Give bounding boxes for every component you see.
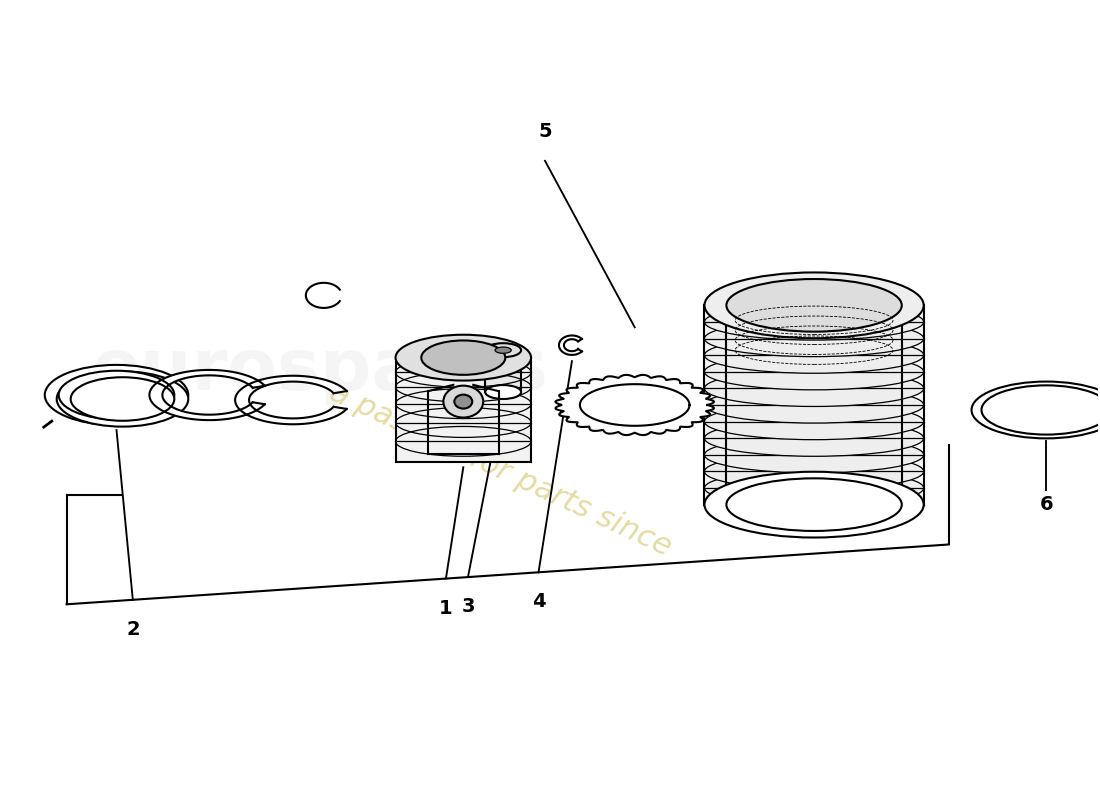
Ellipse shape (704, 304, 924, 340)
Polygon shape (580, 384, 690, 426)
Ellipse shape (971, 382, 1100, 438)
Ellipse shape (485, 343, 521, 357)
Text: 2: 2 (126, 620, 140, 638)
Polygon shape (556, 375, 714, 435)
Text: 1: 1 (439, 598, 453, 618)
Ellipse shape (70, 378, 174, 421)
Text: 6: 6 (1040, 494, 1053, 514)
Ellipse shape (704, 287, 924, 323)
Polygon shape (704, 355, 924, 372)
Ellipse shape (704, 470, 924, 506)
Text: a passion for parts since: a passion for parts since (324, 378, 675, 562)
Polygon shape (704, 422, 924, 438)
Ellipse shape (704, 420, 924, 456)
Ellipse shape (421, 341, 505, 375)
Polygon shape (704, 338, 924, 355)
Polygon shape (704, 471, 924, 488)
Polygon shape (704, 438, 924, 455)
Ellipse shape (704, 454, 924, 490)
Ellipse shape (58, 370, 174, 419)
Polygon shape (704, 488, 924, 505)
Ellipse shape (704, 273, 924, 338)
Text: eurospares: eurospares (92, 336, 549, 405)
Ellipse shape (704, 472, 924, 538)
Polygon shape (704, 388, 924, 405)
Text: 5: 5 (538, 122, 552, 141)
Ellipse shape (981, 386, 1100, 434)
Ellipse shape (704, 387, 924, 423)
Polygon shape (396, 358, 531, 462)
Ellipse shape (57, 371, 188, 426)
Ellipse shape (443, 386, 483, 418)
Ellipse shape (704, 337, 924, 374)
Ellipse shape (485, 385, 521, 399)
Polygon shape (704, 372, 924, 388)
Ellipse shape (704, 437, 924, 473)
Polygon shape (485, 350, 521, 392)
Polygon shape (704, 455, 924, 471)
Ellipse shape (396, 334, 531, 381)
Ellipse shape (45, 365, 188, 425)
Ellipse shape (704, 321, 924, 357)
Ellipse shape (704, 354, 924, 390)
Ellipse shape (454, 394, 472, 409)
Polygon shape (704, 405, 924, 422)
Polygon shape (704, 306, 924, 322)
Ellipse shape (726, 279, 902, 332)
Ellipse shape (495, 347, 512, 354)
Polygon shape (559, 335, 582, 355)
Polygon shape (704, 322, 924, 338)
Polygon shape (150, 370, 265, 420)
Text: 3: 3 (461, 597, 475, 616)
Polygon shape (235, 376, 346, 424)
Ellipse shape (704, 370, 924, 406)
Ellipse shape (726, 478, 902, 531)
Text: 4: 4 (531, 592, 546, 611)
Ellipse shape (704, 403, 924, 440)
